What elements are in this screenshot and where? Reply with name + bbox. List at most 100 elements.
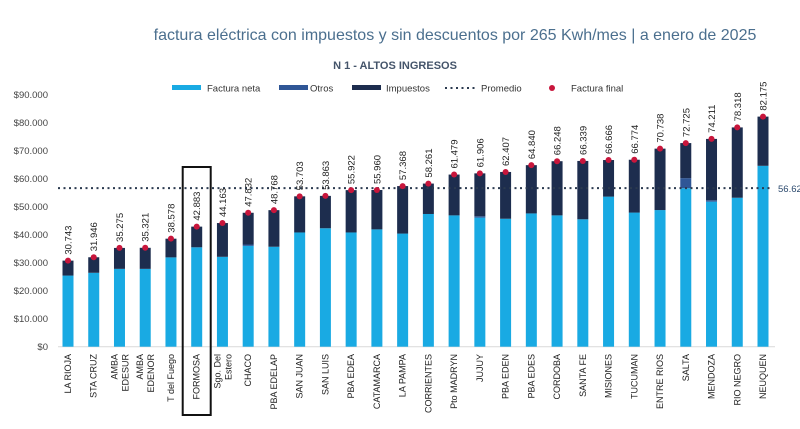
x-category-label: PBA EDELAP [269, 354, 279, 410]
bar-impuestos [603, 160, 615, 197]
value-label: 35.321 [141, 213, 152, 242]
bar-impuestos [268, 210, 280, 247]
bar-otros [706, 200, 718, 202]
y-tick-label: $90.000 [14, 90, 48, 101]
x-category-label: LA PAMPA [398, 354, 408, 397]
x-category-label: T del Fuego [166, 354, 176, 402]
x-category-label: NEUQUEN [758, 354, 768, 399]
x-category-label: TUCUMAN [629, 354, 639, 399]
factura-final-dot [682, 140, 689, 147]
value-label: 38.578 [166, 204, 177, 233]
factura-final-dot [296, 193, 303, 200]
factura-final-dot [502, 168, 509, 175]
bar-impuestos [525, 165, 537, 214]
y-tick-label: $80.000 [14, 118, 48, 129]
factura-final-dot [322, 192, 329, 199]
promedio-label: 56.622 [778, 184, 800, 195]
bar-impuestos [294, 196, 306, 233]
y-tick-label: $60.000 [14, 174, 48, 185]
bar-factura-neta [242, 245, 254, 347]
factura-final-dot [528, 162, 535, 169]
y-tick-label: $50.000 [14, 202, 48, 213]
value-label: 66.339 [578, 126, 589, 155]
legend-label: Impuestos [386, 84, 430, 95]
factura-final-dot [605, 157, 612, 164]
bar-factura-neta [191, 247, 203, 347]
bar-impuestos [474, 173, 486, 217]
value-label: 66.666 [604, 125, 615, 154]
bar-impuestos [88, 257, 100, 273]
x-category-label: LA RIOJA [63, 354, 73, 394]
value-label: 72.725 [681, 108, 692, 137]
value-label: 53.863 [321, 161, 332, 190]
value-label: 47.832 [244, 178, 255, 207]
value-label: 70.738 [656, 114, 667, 143]
factura-final-dot [425, 180, 432, 187]
x-category-label: CORDOBA [552, 354, 562, 400]
bar-factura-neta [294, 232, 306, 347]
legend-swatch [279, 85, 308, 90]
x-category-label: SAN JUAN [295, 354, 305, 399]
factura-final-dot [476, 170, 483, 177]
bar-impuestos [242, 212, 254, 245]
bar-factura-neta [268, 246, 280, 347]
bar-impuestos [319, 195, 331, 229]
value-labels: 30.743 31.946 35.275 35.321 38.578 42.883 44.1… [64, 82, 770, 264]
bar-factura-neta [62, 275, 74, 347]
factura-final-dot [90, 254, 97, 261]
factura-final-dot [65, 257, 71, 264]
bar-factura-neta [113, 268, 125, 347]
factura-final-dot [399, 183, 406, 190]
legend-swatch [352, 85, 381, 90]
bar-factura-neta [448, 215, 460, 347]
bar-impuestos [577, 160, 589, 220]
x-category-label: MISIONES [604, 354, 614, 398]
value-label: 61.479 [450, 139, 461, 168]
chart-title: factura eléctrica con impuestos y sin de… [154, 27, 757, 44]
factura-final-dot [708, 135, 715, 142]
bar-factura-neta [757, 165, 769, 347]
value-label: 35.275 [115, 213, 126, 242]
chart-subtitle: N 1 - ALTOS INGRESOS [333, 60, 457, 72]
x-category-label: CORRIENTES [423, 354, 433, 413]
bar-impuestos [62, 260, 74, 276]
x-category-label: PBA EDEA [346, 354, 356, 399]
value-label: 30.743 [64, 226, 75, 255]
bar-impuestos [757, 116, 769, 166]
bar-factura-neta [628, 212, 640, 347]
bar-factura-neta [371, 229, 383, 347]
bar-otros [242, 244, 254, 246]
bar-factura-neta [345, 232, 357, 347]
bar-factura-neta [88, 272, 100, 347]
legend-item: Otros [279, 84, 333, 95]
value-label: 61.906 [475, 138, 486, 167]
bar-impuestos [139, 247, 151, 269]
factura-final-dot [348, 187, 355, 194]
x-category-label: PBA EDES [526, 354, 536, 399]
bar-impuestos [448, 174, 460, 216]
bar-impuestos [500, 171, 512, 219]
bar-impuestos [371, 190, 383, 230]
value-label: 66.248 [553, 126, 564, 155]
x-category-label: MENDOZA [707, 354, 717, 399]
value-label: 62.407 [501, 137, 512, 166]
legend-label: Otros [310, 84, 333, 95]
bar-impuestos [422, 183, 434, 214]
bar-impuestos [628, 159, 640, 213]
x-category-label: SANTA FE [578, 354, 588, 397]
factura-final-dot [451, 171, 458, 178]
legend-item: Promedio [445, 84, 522, 95]
y-tick-label: $70.000 [14, 146, 48, 157]
x-category-label: Pto MADRYN [449, 354, 459, 409]
x-category-label: FORMOSA [192, 354, 202, 400]
factura-final-dot [193, 223, 200, 230]
bar-otros [680, 178, 692, 189]
legend-item: Factura final [549, 84, 623, 95]
legend-label: Factura neta [207, 84, 261, 95]
x-category-label: RIO NEGRO [732, 354, 742, 406]
y-tick-label: $0 [37, 342, 48, 353]
legend-item: Impuestos [352, 84, 430, 95]
legend-label: Factura final [571, 84, 623, 95]
bar-factura-neta [654, 210, 666, 347]
